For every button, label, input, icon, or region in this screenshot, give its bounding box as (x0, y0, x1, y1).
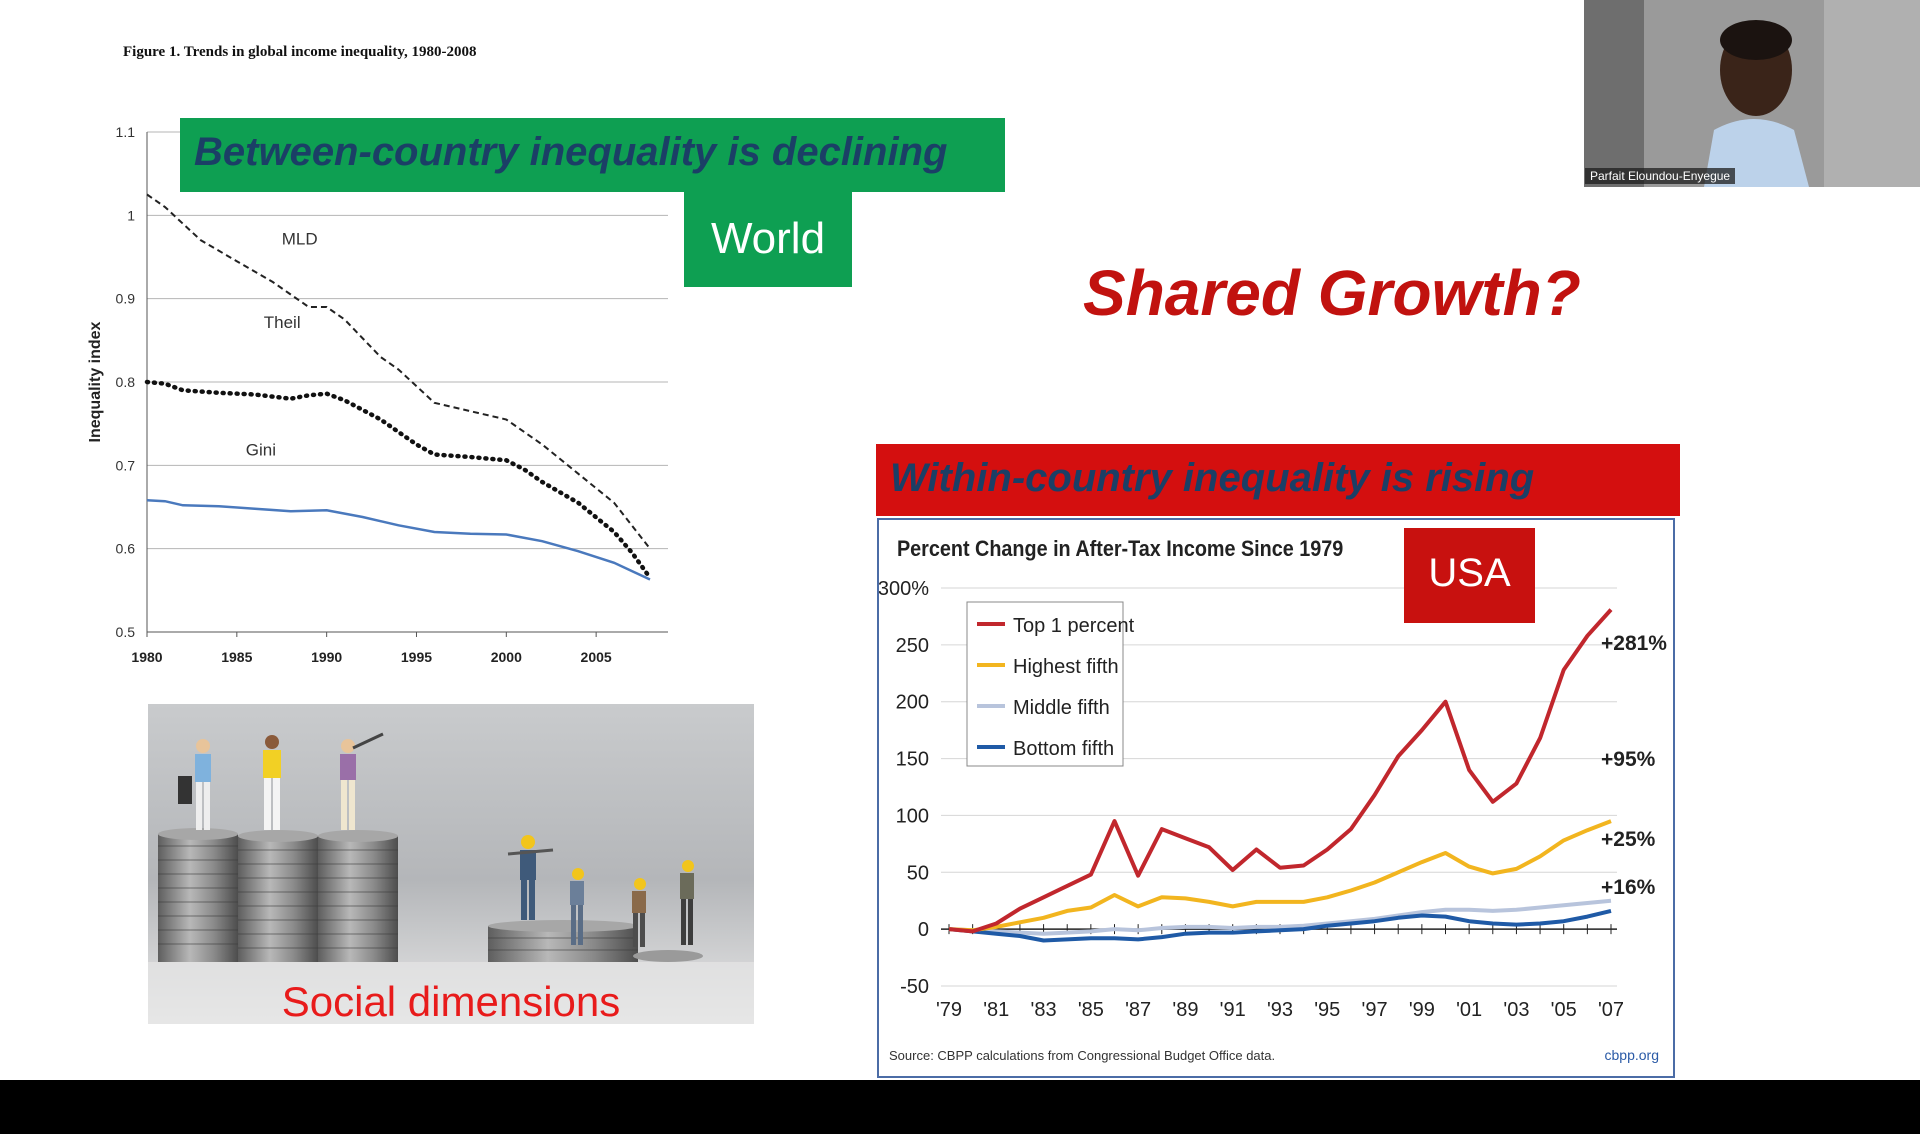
webcam-thumbnail[interactable] (1584, 0, 1920, 187)
series-end-label: +25% (1601, 828, 1656, 851)
y-tick-label: 150 (896, 749, 929, 771)
usa-label-box: USA (1404, 528, 1535, 623)
x-tick-label: '89 (1172, 999, 1198, 1021)
world-inequality-chart: 0.5 0.6 0.7 0.8 0.9 1 1.1 1980 1985 1990 1995 2000 2… (87, 124, 668, 665)
within-country-banner-text: Within-country inequality is rising (890, 456, 1535, 500)
between-country-banner: Between-country inequality is declining (180, 118, 1005, 192)
webcam-participant-name: Parfait Eloundou-Enyegue (1585, 168, 1736, 184)
webcam-video (1584, 0, 1920, 187)
series-end-label: +281% (1601, 632, 1667, 655)
photo-caption: Social dimensions (281, 978, 621, 1025)
coin-stack-tall-3 (318, 830, 398, 962)
x-tick-label: 1990 (311, 649, 342, 665)
series-label-theil: Theil (264, 313, 301, 332)
shared-growth-heading: Shared Growth? (1083, 257, 1581, 329)
y-tick-label: 1 (127, 207, 135, 223)
x-tick-label: 2005 (581, 649, 612, 665)
coins-figurines-illustration (148, 704, 754, 1024)
y-tick-label: 0.7 (116, 457, 136, 473)
series-line-top-1-percent (948, 608, 1613, 934)
legend-box (966, 601, 1124, 767)
x-tick-label: 1985 (221, 649, 252, 665)
series-end-label: +95% (1601, 748, 1656, 771)
x-tick-label: '81 (983, 999, 1009, 1021)
x-tick-label: '05 (1551, 999, 1577, 1021)
bottom-bar (0, 1080, 1920, 1134)
x-tick-label: '93 (1267, 999, 1293, 1021)
y-tick-label: 1.1 (116, 124, 136, 140)
legend-label: Middle fifth (1013, 697, 1110, 719)
y-tick-label: 50 (907, 862, 929, 884)
x-tick-label: '87 (1125, 999, 1151, 1021)
series-line-bottom-fifth (948, 908, 1612, 943)
golfer-figurines (178, 732, 384, 830)
y-tick-label: 300% (879, 578, 929, 600)
x-tick-label: '79 (936, 999, 962, 1021)
x-tick-label: '85 (1078, 999, 1104, 1021)
usa-chart-source-site: cbpp.org (1605, 1047, 1659, 1063)
legend-label: Bottom fifth (1013, 738, 1114, 760)
series-end-label: +16% (1601, 876, 1656, 899)
y-tick-label: 250 (896, 635, 929, 657)
series-label-mld: MLD (282, 230, 318, 249)
usa-chart-frame: Percent Change in After-Tax Income Since… (877, 518, 1675, 1078)
between-country-banner-text: Between-country inequality is declining (194, 130, 948, 174)
y-tick-label: 200 (896, 692, 929, 714)
world-label: World (710, 214, 826, 263)
y-tick-label: 100 (896, 805, 929, 827)
figure-caption: Figure 1. Trends in global income inequa… (123, 44, 477, 60)
series-line-mld (146, 193, 651, 550)
coin-stack-short (488, 920, 703, 962)
series-line-highest-fifth (948, 819, 1612, 933)
x-tick-label: '99 (1409, 999, 1435, 1021)
series-line-middle-fifth (948, 898, 1612, 936)
coin-stack-tall-2 (238, 830, 318, 962)
y-tick-label: 0.6 (116, 541, 136, 557)
x-tick-label: '83 (1031, 999, 1057, 1021)
coin-stack-tall-1 (158, 828, 238, 962)
series-line-gini (146, 499, 651, 581)
y-tick-label: -50 (900, 976, 929, 998)
x-tick-label: 1995 (401, 649, 432, 665)
usa-chart-source: Source: CBPP calculations from Congressi… (889, 1048, 1275, 1063)
y-tick-label: 0.8 (116, 374, 136, 390)
usa-label: USA (1428, 551, 1511, 595)
y-tick-label: 0 (918, 919, 929, 941)
x-tick-label: '07 (1598, 999, 1624, 1021)
coins-figurines-photo (148, 704, 754, 1024)
legend-label: Highest fifth (1013, 656, 1119, 678)
world-label-box: World (684, 192, 852, 287)
x-tick-label: 1980 (131, 649, 162, 665)
legend-label: Top 1 percent (1013, 615, 1135, 637)
y-tick-label: 0.9 (116, 291, 136, 307)
x-tick-label: 2000 (491, 649, 522, 665)
series-label-gini: Gini (246, 440, 276, 459)
y-axis-label: Inequality index (87, 321, 104, 442)
within-country-banner: Within-country inequality is rising (876, 444, 1680, 516)
series-line-theil (144, 379, 653, 581)
presentation-slide: Figure 1. Trends in global income inequa… (0, 0, 1920, 1080)
usa-income-chart: Percent Change in After-Tax Income Since… (878, 537, 1667, 1063)
usa-chart-title: Percent Change in After-Tax Income Since… (897, 537, 1343, 561)
x-tick-label: '97 (1362, 999, 1388, 1021)
x-tick-label: '91 (1220, 999, 1246, 1021)
usa-chart-legend: Top 1 percent Highest fifth Middle fifth Bo… (966, 601, 1135, 767)
worker-figurines (507, 835, 694, 947)
x-tick-label: '01 (1456, 999, 1482, 1021)
x-tick-label: '95 (1314, 999, 1340, 1021)
x-tick-label: '03 (1503, 999, 1529, 1021)
y-tick-label: 0.5 (116, 624, 136, 640)
